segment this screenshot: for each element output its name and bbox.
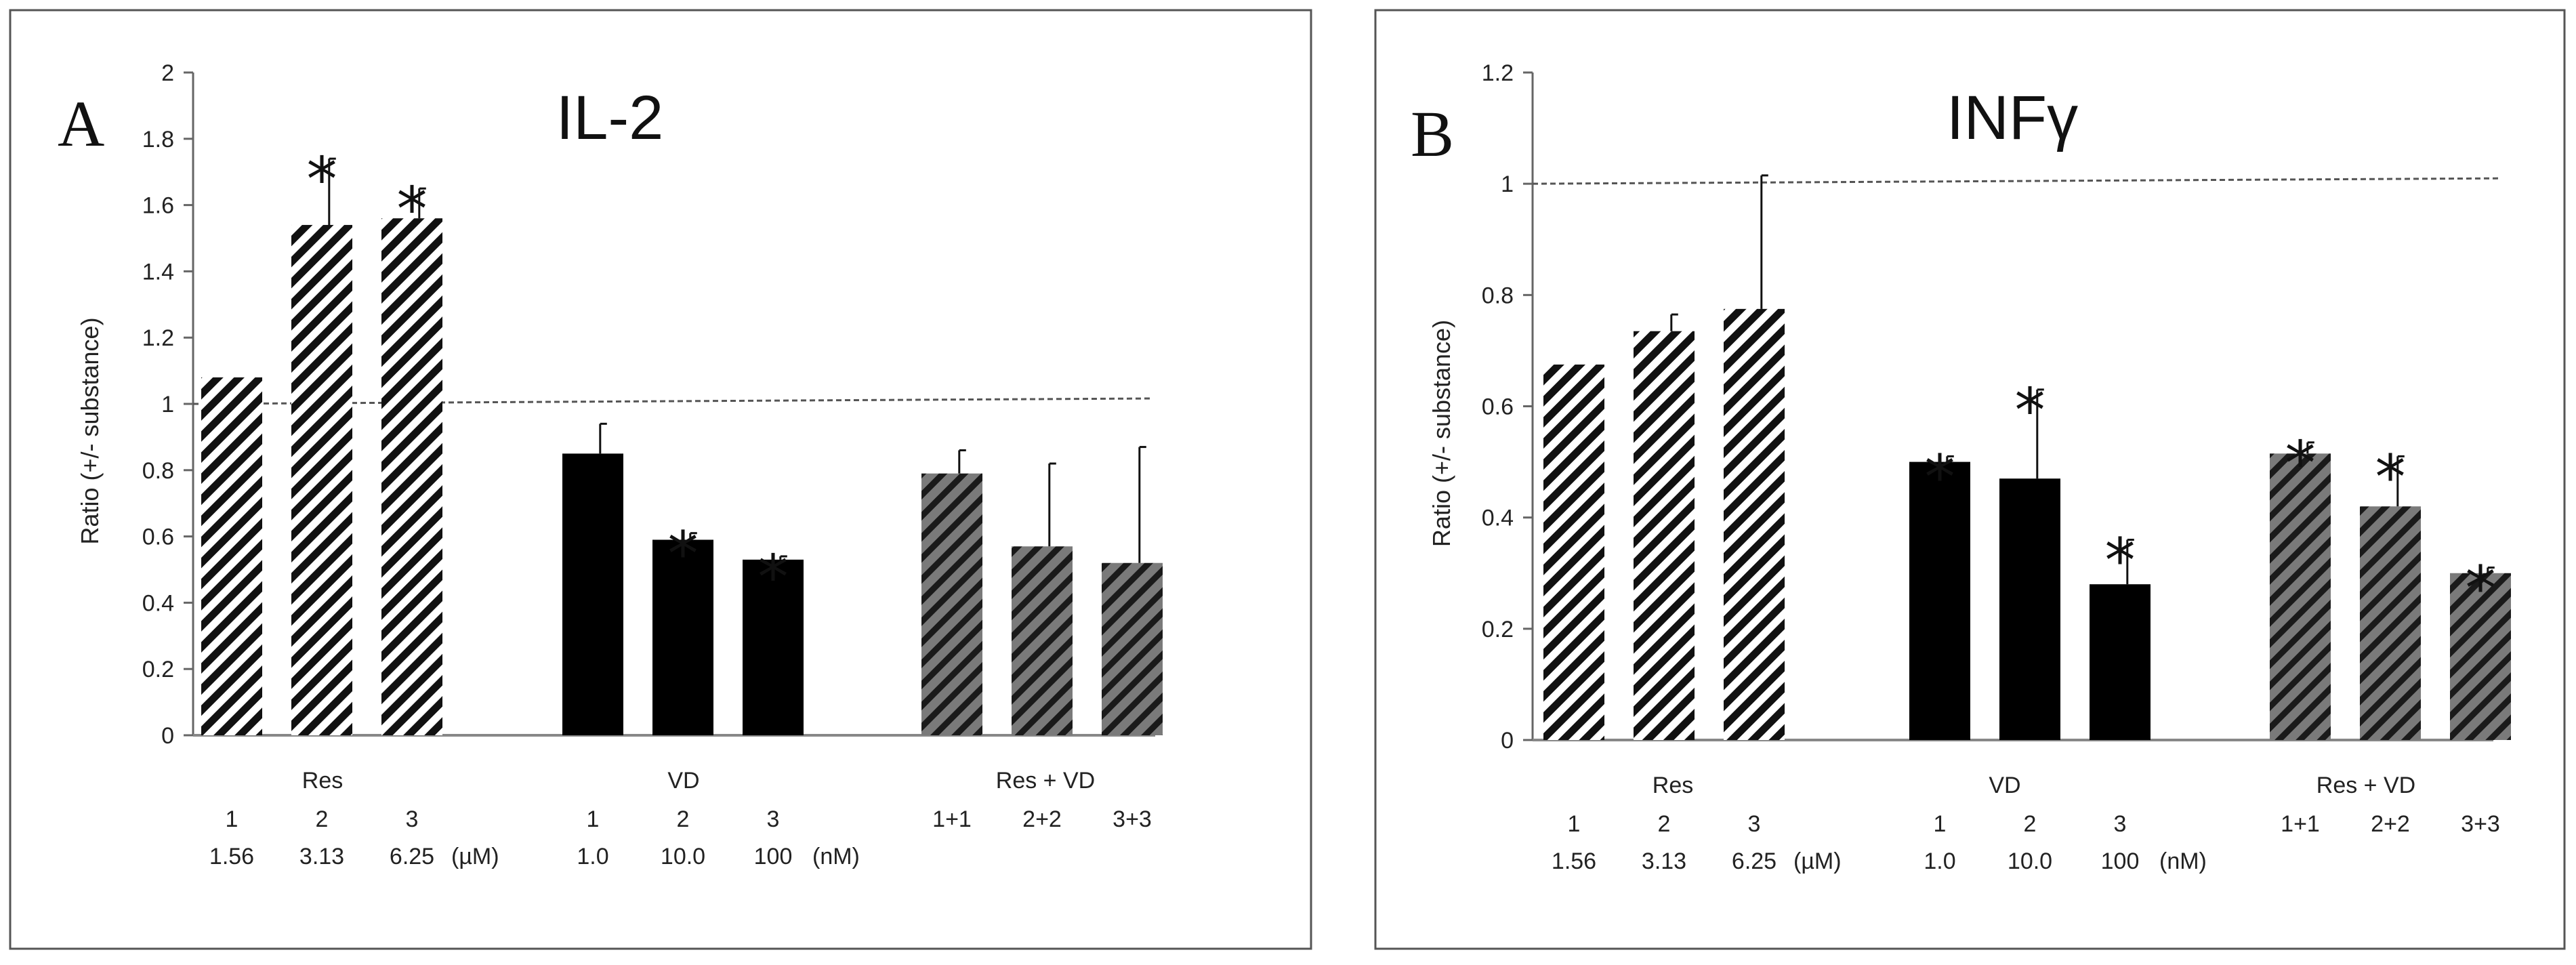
panel-a-bar bbox=[291, 224, 352, 735]
panel-b-bar bbox=[1909, 461, 1970, 740]
panel-b-group-label: Res bbox=[1653, 773, 1693, 798]
panel-a-bar-concentration-label: 100 bbox=[754, 844, 793, 869]
panel-b-bar-number-label: 2 bbox=[1658, 811, 1671, 837]
panel-b-bar bbox=[1999, 478, 2060, 740]
panel-b-bar-number-label: 1+1 bbox=[2281, 811, 2320, 837]
panel-b-bar-number-label: 1 bbox=[1568, 811, 1581, 837]
panel-b-bar-number-label: 3 bbox=[1748, 811, 1761, 837]
panel-b-title: INFγ bbox=[1947, 83, 2078, 152]
panel-b-bar-concentration-label: 1.0 bbox=[1924, 848, 1955, 874]
panel-b-y-tick-label: 0.8 bbox=[1482, 283, 1514, 308]
panel-b-group-label: Res + VD bbox=[2317, 773, 2415, 798]
panel-b-bar bbox=[2360, 506, 2421, 740]
panel-b-bar-number-label: 2+2 bbox=[2371, 811, 2410, 837]
panel-a-bar bbox=[201, 377, 262, 735]
panel-a-bar-number-label: 1 bbox=[587, 806, 600, 832]
panel-a-title: IL-2 bbox=[556, 83, 664, 152]
panel-a-significance-star: * bbox=[307, 144, 337, 215]
panel-a-y-tick-label: 1.4 bbox=[142, 259, 174, 285]
panel-a-bar-number-label: 3+3 bbox=[1113, 806, 1152, 832]
panel-a-reference-line bbox=[192, 397, 1152, 405]
panel-b-y-axis-label: Ratio (+/- substance) bbox=[1428, 320, 1455, 547]
panel-a-il2-chart: 0 0.2 0.4 0.6 0.8 1 1.2 1.4 1.6 1.8 2 Ratio (+/- su… bbox=[9, 9, 1312, 950]
panel-a-unit-label: (µM) bbox=[451, 844, 499, 869]
panel-b-significance-star: * bbox=[2375, 442, 2406, 513]
panel-a-bar-number-label: 3 bbox=[767, 806, 780, 832]
panel-b-bar-concentration-label: 1.56 bbox=[1552, 848, 1596, 874]
panel-b-y-tick-label: 0.6 bbox=[1482, 394, 1514, 420]
panel-a-bar bbox=[562, 453, 623, 735]
panel-a-y-tick-label: 0.4 bbox=[142, 590, 174, 616]
panel-b-reference-line bbox=[1532, 177, 2501, 185]
panel-a-y-tick-label: 0 bbox=[161, 723, 174, 749]
panel-a-panel-letter: A bbox=[58, 87, 104, 160]
panel-a-bar-number-label: 2 bbox=[316, 806, 329, 832]
panel-b-bar-number-label: 3 bbox=[2114, 811, 2127, 837]
panel-b-significance-star: * bbox=[2285, 428, 2316, 499]
panel-b-bar-concentration-label: 10.0 bbox=[2008, 848, 2052, 874]
panel-a-bar bbox=[743, 559, 804, 735]
panel-a-y-tick-label: 1.2 bbox=[142, 325, 174, 351]
panel-a-unit-label: (nM) bbox=[812, 844, 860, 869]
panel-a-bar-number-label: 2 bbox=[677, 806, 690, 832]
panel-a-significance-star: * bbox=[397, 174, 428, 245]
panel-a-bar-number-label: 1 bbox=[226, 806, 238, 832]
panel-b-group-label: VD bbox=[1989, 773, 2020, 798]
panel-b-bar bbox=[2270, 453, 2331, 740]
panel-a-y-tick-label: 0.2 bbox=[142, 657, 174, 682]
panel-a-bar-concentration-label: 1.0 bbox=[577, 844, 608, 869]
panel-a-group-label: Res bbox=[302, 768, 343, 794]
panel-b-infg-chart: 0 0.2 0.4 0.6 0.8 1 1.2 Ratio (+/- substance) B I… bbox=[1374, 9, 2566, 950]
panel-a-significance-star: * bbox=[668, 519, 699, 590]
panel-a-bar-concentration-label: 1.56 bbox=[209, 844, 254, 869]
panel-a-group-label: VD bbox=[667, 768, 699, 794]
panel-b-frame bbox=[1374, 9, 2566, 950]
panel-a-bar-concentration-label: 6.25 bbox=[390, 844, 434, 869]
panel-b-bar-concentration-label: 6.25 bbox=[1732, 848, 1777, 874]
panel-b-bar bbox=[1724, 308, 1785, 741]
panel-b-bar bbox=[1543, 364, 1604, 740]
panel-b-y-tick-label: 1 bbox=[1501, 171, 1514, 197]
panel-b-unit-label: (µM) bbox=[1793, 848, 1842, 874]
panel-a-bar-number-label: 1+1 bbox=[932, 806, 972, 832]
panel-b-unit-label: (nM) bbox=[2159, 848, 2207, 874]
panel-b-bar bbox=[2090, 584, 2151, 740]
panel-b-bar bbox=[2450, 573, 2511, 740]
panel-b-y-tick-label: 0 bbox=[1501, 728, 1514, 754]
panel-b-bar-concentration-label: 100 bbox=[2101, 848, 2140, 874]
panel-a-frame bbox=[9, 9, 1312, 950]
panel-b-significance-star: * bbox=[2466, 554, 2496, 625]
panel-b-significance-star: * bbox=[2105, 526, 2136, 597]
panel-a-y-tick-label: 0.6 bbox=[142, 525, 174, 550]
panel-a-bar-number-label: 2+2 bbox=[1022, 806, 1062, 832]
panel-a-significance-star: * bbox=[758, 542, 789, 613]
panel-a-group-label: Res + VD bbox=[996, 768, 1095, 794]
panel-a-bar-concentration-label: 10.0 bbox=[661, 844, 705, 869]
panel-a-bar-number-label: 3 bbox=[406, 806, 419, 832]
panel-b-bar-number-label: 3+3 bbox=[2461, 811, 2500, 837]
panel-b-significance-star: * bbox=[2015, 375, 2045, 447]
panel-b-bar-number-label: 1 bbox=[1934, 811, 1947, 837]
panel-a-y-tick-label: 1.8 bbox=[142, 127, 174, 152]
panel-b-panel-letter: B bbox=[1411, 98, 1454, 170]
panel-a-bar bbox=[921, 473, 982, 735]
panel-a-bar-concentration-label: 3.13 bbox=[299, 844, 344, 869]
panel-b-significance-star: * bbox=[1925, 442, 1955, 513]
panel-a-y-tick-label: 2 bbox=[161, 60, 174, 86]
panel-b-bar bbox=[1634, 331, 1695, 740]
panel-a-y-tick-label: 1.6 bbox=[142, 193, 174, 219]
panel-a-bar bbox=[1102, 562, 1163, 735]
panel-b-y-tick-label: 0.2 bbox=[1482, 617, 1514, 642]
panel-a-y-tick-label: 1 bbox=[161, 392, 174, 417]
panel-a-bar bbox=[381, 218, 442, 735]
panel-b-y-tick-label: 0.4 bbox=[1482, 506, 1514, 531]
panel-a-y-axis-label: Ratio (+/- substance) bbox=[76, 317, 104, 544]
panel-a-bar bbox=[1012, 546, 1073, 735]
panel-b-bar-number-label: 2 bbox=[2024, 811, 2037, 837]
panel-a-y-tick-label: 0.8 bbox=[142, 458, 174, 484]
panel-b-y-tick-label: 1.2 bbox=[1482, 60, 1514, 86]
panel-a-bar bbox=[652, 539, 713, 735]
panel-b-bar-concentration-label: 3.13 bbox=[1642, 848, 1686, 874]
